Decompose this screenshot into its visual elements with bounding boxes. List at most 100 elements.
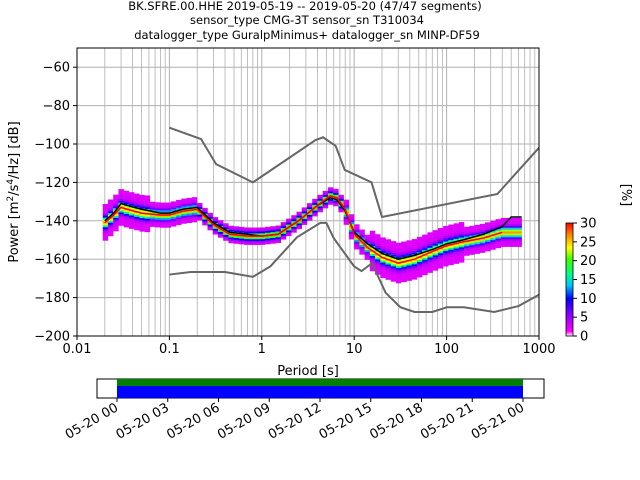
heatmap-cell [191, 218, 198, 221]
heatmap-cell [506, 240, 512, 244]
heatmap-cell [364, 240, 371, 243]
heatmap-cell [464, 251, 470, 254]
heatmap-cell [411, 264, 418, 267]
heatmap-cell [348, 237, 355, 240]
heatmap-cell [516, 225, 522, 228]
heatmap-cell [448, 247, 454, 250]
heatmap-cell [401, 268, 407, 271]
heatmap-cell [474, 236, 481, 239]
heatmap-cell [128, 213, 135, 216]
heatmap-cell [244, 227, 250, 230]
heatmap-cell [223, 227, 229, 230]
heatmap-cell [254, 237, 261, 240]
heatmap-cell [223, 238, 229, 241]
heatmap-cell [238, 236, 245, 239]
heatmap-cell [149, 203, 156, 206]
heatmap-cell [144, 226, 151, 229]
heatmap-cell [275, 238, 282, 242]
heatmap-cell [411, 256, 418, 259]
heatmap-cell [128, 197, 135, 201]
heatmap-cell [165, 225, 172, 228]
heatmap-cell [495, 228, 501, 231]
heatmap-cell [390, 269, 397, 273]
heatmap-cell [411, 242, 418, 246]
heatmap-cell [385, 241, 391, 244]
heatmap-cell [495, 244, 501, 247]
heatmap-cell [432, 232, 439, 235]
heatmap-cell [511, 231, 517, 234]
heatmap-cell [327, 193, 334, 196]
heatmap-cell [165, 223, 172, 226]
heatmap-cell [406, 267, 412, 270]
heatmap-cell [385, 250, 391, 253]
heatmap-cell [406, 246, 412, 249]
heatmap-cell [469, 237, 475, 240]
heatmap-cell [375, 263, 381, 266]
heatmap-cell [511, 217, 517, 221]
heatmap-cell [102, 215, 109, 218]
heatmap-cell [416, 246, 423, 249]
heatmap-cell [139, 216, 145, 219]
heatmap-cell [343, 218, 350, 221]
heatmap-cell [265, 242, 271, 245]
heatmap-cell [375, 234, 381, 237]
heatmap-cell [375, 243, 381, 246]
heatmap-cell [165, 216, 172, 219]
heatmap-cell [123, 192, 130, 195]
heatmap-cell [458, 252, 465, 255]
heatmap-cell [390, 279, 397, 282]
heatmap-cell [401, 247, 407, 250]
heatmap-cell [139, 225, 145, 228]
heatmap-cell [181, 212, 187, 215]
heatmap-cell [443, 262, 449, 265]
heatmap-cell [385, 248, 391, 252]
heatmap-cell [254, 242, 261, 245]
heatmap-cell [102, 217, 109, 220]
heatmap-cell [123, 215, 130, 218]
heatmap-cell [223, 223, 229, 226]
heatmap-cell [249, 237, 255, 240]
heatmap-cell [317, 208, 323, 211]
heatmap-cell [181, 204, 187, 207]
heatmap-cell [437, 228, 444, 231]
heatmap-cell [134, 214, 140, 217]
heatmap-cell [432, 264, 439, 267]
heatmap-cell [338, 210, 344, 213]
heatmap-cell [448, 236, 454, 239]
heatmap-cell [212, 220, 219, 224]
heatmap-cell [364, 234, 371, 237]
heatmap-cell [359, 231, 365, 234]
heatmap-cell [380, 260, 386, 263]
heatmap-cell [197, 212, 203, 215]
heatmap-cell [495, 234, 501, 237]
heatmap-cell [406, 263, 412, 266]
heatmap-cell [401, 253, 407, 256]
heatmap-cell [348, 220, 355, 223]
colorbar-tick-label: 0 [580, 330, 588, 345]
heatmap-cell [102, 236, 109, 239]
heatmap-cell [118, 214, 124, 217]
heatmap-cell [411, 275, 418, 278]
heatmap-cell [422, 265, 428, 268]
heatmap-cell [437, 233, 444, 236]
heatmap-cell [296, 215, 302, 218]
heatmap-cell [385, 270, 391, 273]
heatmap-cell [275, 225, 282, 228]
heatmap-cell [280, 222, 287, 225]
heatmap-cell [385, 266, 391, 269]
heatmap-cell [312, 214, 318, 217]
heatmap-cell [458, 247, 465, 250]
heatmap-cell [464, 234, 470, 237]
heatmap-cell [474, 232, 481, 235]
heatmap-cell [286, 224, 292, 227]
heatmap-cell [186, 203, 192, 206]
heatmap-cell [317, 210, 323, 213]
heatmap-cell [375, 251, 381, 254]
heatmap-cell [134, 205, 140, 208]
heatmap-cell [275, 240, 282, 243]
heatmap-cell [406, 261, 412, 264]
heatmap-cell [458, 222, 465, 225]
heatmap-cell [443, 247, 449, 250]
heatmap-cell [437, 237, 444, 240]
heatmap-cell [134, 228, 140, 231]
